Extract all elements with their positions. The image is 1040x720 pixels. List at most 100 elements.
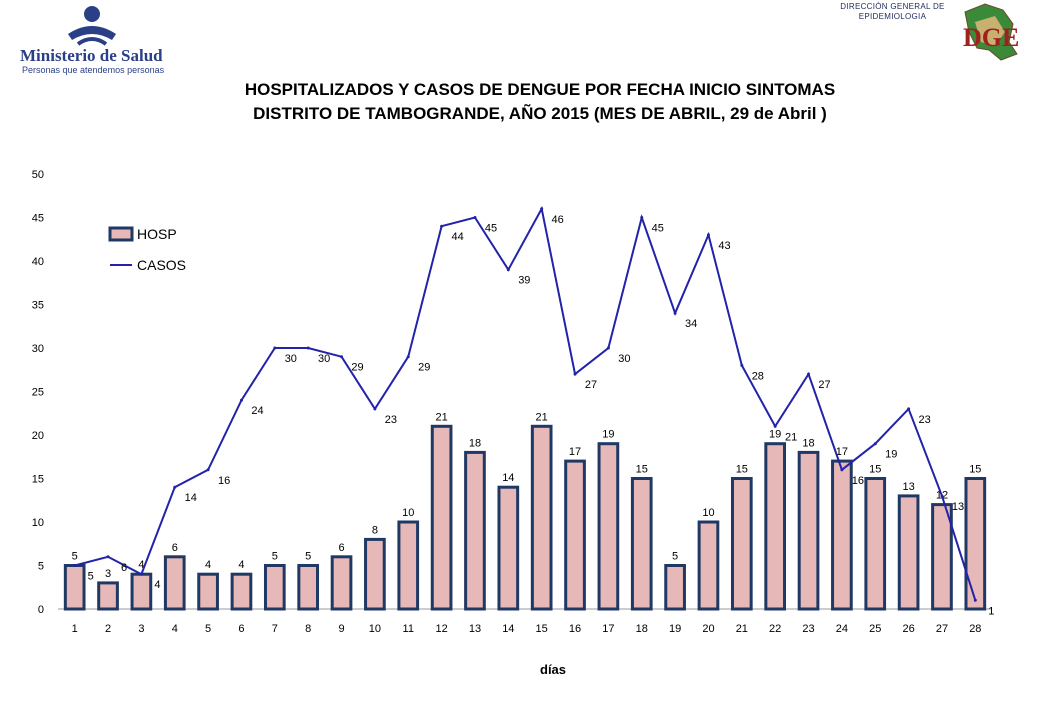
- bar-data-label: 8: [372, 524, 378, 536]
- line-casos: [74, 205, 977, 601]
- bar-data-label: 13: [902, 481, 914, 493]
- line-point-casos: [907, 407, 911, 411]
- bar-hosp: [831, 459, 853, 611]
- line-data-label: 16: [852, 475, 864, 487]
- y-tick-label: 45: [32, 213, 44, 225]
- bar-hosp: [430, 424, 453, 611]
- bar-data-label: 5: [272, 551, 278, 563]
- bar-hosp: [931, 503, 953, 611]
- bar-hosp: [530, 424, 553, 611]
- bar-hosp: [330, 555, 353, 611]
- x-tick-label: 24: [836, 623, 848, 635]
- bar-data-label: 6: [172, 542, 178, 554]
- line-data-label: 28: [752, 370, 764, 382]
- line-point-casos: [673, 311, 677, 315]
- bar-data-label: 10: [702, 507, 714, 519]
- bar-data-label: 18: [469, 437, 481, 449]
- line-data-label: 16: [218, 475, 230, 487]
- x-tick-label: 14: [502, 623, 514, 635]
- bar-data-label: 19: [602, 429, 614, 441]
- bar-data-label: 17: [569, 446, 581, 458]
- bar-hosp: [730, 477, 753, 611]
- line-data-label: 29: [418, 362, 430, 374]
- legend-label-hosp: HOSP: [137, 226, 177, 242]
- line-data-label: 21: [785, 431, 797, 443]
- line-point-casos: [573, 372, 577, 376]
- line-point-casos: [273, 346, 277, 350]
- line-data-label: 6: [121, 562, 127, 574]
- y-tick-label: 50: [32, 169, 44, 181]
- line-data-label: 30: [618, 353, 630, 365]
- bar-data-label: 21: [435, 411, 447, 423]
- line-point-casos: [206, 468, 210, 472]
- x-tick-label: 19: [669, 623, 681, 635]
- bar-data-label: 4: [238, 559, 244, 571]
- bar-hosp: [297, 564, 320, 611]
- line-data-label: 23: [918, 414, 930, 426]
- bar-hosp: [797, 450, 820, 611]
- line-data-label: 19: [885, 449, 897, 461]
- bar-data-label: 15: [969, 464, 981, 476]
- bar-data-label: 4: [138, 559, 144, 571]
- line-data-label: 23: [385, 414, 397, 426]
- line-point-casos: [440, 224, 444, 228]
- line-point-casos: [606, 346, 610, 350]
- line-data-label: 4: [154, 579, 160, 591]
- line-point-casos: [973, 598, 977, 602]
- x-tick-label: 9: [338, 623, 344, 635]
- bar-data-label: 5: [72, 551, 78, 563]
- line-data-label: 1: [988, 605, 994, 617]
- bar-data-label: 15: [636, 464, 648, 476]
- line-point-casos: [173, 485, 177, 489]
- x-axis-label: días: [540, 662, 567, 677]
- line-point-casos: [106, 555, 110, 559]
- y-tick-label: 5: [38, 561, 44, 573]
- line-point-casos: [807, 372, 811, 376]
- line-data-label: 45: [652, 223, 664, 235]
- bar-hosp: [664, 564, 686, 611]
- y-tick-label: 30: [32, 343, 44, 355]
- line-point-casos: [840, 468, 844, 472]
- chart-title: HOSPITALIZADOS Y CASOS DE DENGUE POR FEC…: [0, 78, 1040, 126]
- bar-data-label: 10: [402, 507, 414, 519]
- bar-data-label: 6: [338, 542, 344, 554]
- x-tick-label: 8: [305, 623, 311, 635]
- x-tick-label: 16: [569, 623, 581, 635]
- dge-caption-line2: EPIDEMIOLOGIA: [858, 12, 927, 21]
- bar-data-label: 21: [536, 411, 548, 423]
- x-tick-label: 18: [636, 623, 648, 635]
- line-data-label: 24: [251, 405, 263, 417]
- bar-hosp: [97, 581, 119, 611]
- line-point-casos: [340, 355, 344, 359]
- x-tick-label: 5: [205, 623, 211, 635]
- line-point-casos: [640, 216, 644, 219]
- bar-data-label: 18: [802, 437, 814, 449]
- bar-data-label: 15: [869, 464, 881, 476]
- y-tick-label: 40: [32, 256, 44, 268]
- bar-hosp: [364, 537, 386, 611]
- line-point-casos: [406, 355, 410, 359]
- bar-hosp: [464, 450, 486, 611]
- x-tick-label: 26: [902, 623, 914, 635]
- line-point-casos: [773, 424, 777, 428]
- x-tick-label: 2: [105, 623, 111, 635]
- x-tick-label: 4: [172, 623, 178, 635]
- bar-hosp: [263, 564, 286, 611]
- ministerio-emblem-icon: [68, 6, 116, 46]
- x-tick-label: 1: [72, 623, 78, 635]
- bar-hosp: [697, 520, 720, 611]
- line-point-casos: [540, 207, 544, 211]
- line-data-label: 14: [185, 492, 197, 504]
- bar-hosp: [764, 442, 787, 611]
- bar-data-label: 5: [305, 551, 311, 563]
- line-data-label: 43: [718, 240, 730, 252]
- x-tick-label: 3: [138, 623, 144, 635]
- x-tick-label: 23: [802, 623, 814, 635]
- chart-title-line1: HOSPITALIZADOS Y CASOS DE DENGUE POR FEC…: [244, 80, 836, 99]
- bar-hosp: [163, 555, 186, 611]
- legend-label-casos: CASOS: [137, 257, 186, 273]
- y-tick-label: 35: [32, 300, 44, 312]
- x-tick-label: 6: [238, 623, 244, 635]
- line-point-casos: [506, 268, 510, 272]
